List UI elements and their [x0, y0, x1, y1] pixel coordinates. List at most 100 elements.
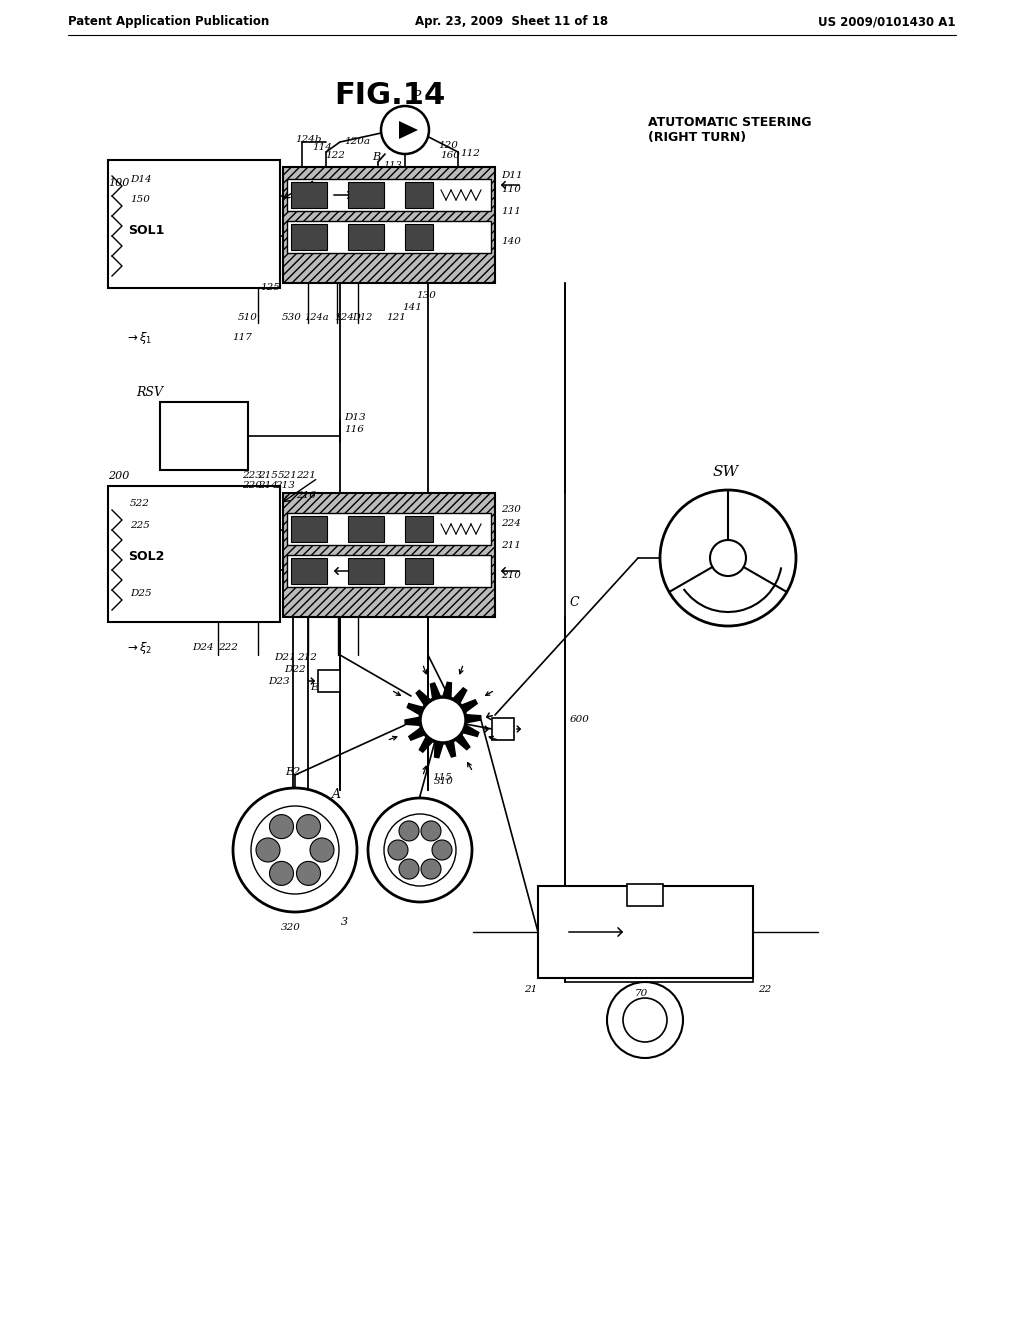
Text: D21: D21: [274, 653, 296, 663]
Text: 230: 230: [501, 504, 521, 513]
Text: D13: D13: [344, 413, 366, 422]
Circle shape: [421, 821, 441, 841]
Text: D14: D14: [130, 176, 152, 185]
Circle shape: [399, 821, 419, 841]
Text: Patent Application Publication: Patent Application Publication: [68, 16, 269, 29]
Bar: [283, 168, 495, 282]
Bar: [492, 718, 514, 741]
Text: 213: 213: [275, 482, 295, 491]
Text: D12: D12: [352, 314, 373, 322]
Text: 30: 30: [635, 1011, 648, 1020]
Text: SOL2: SOL2: [128, 550, 165, 564]
Text: 222: 222: [218, 644, 238, 652]
Text: 530: 530: [282, 314, 302, 322]
Circle shape: [399, 859, 419, 879]
Text: 130: 130: [416, 292, 436, 301]
Circle shape: [384, 814, 456, 886]
Text: 124a: 124a: [304, 314, 329, 322]
Bar: [160, 403, 248, 470]
Text: 215: 215: [258, 470, 278, 479]
Text: 110: 110: [501, 186, 521, 194]
Circle shape: [269, 862, 294, 886]
Bar: [283, 492, 495, 616]
Circle shape: [233, 788, 357, 912]
Text: 3: 3: [341, 917, 348, 927]
Text: 600: 600: [570, 715, 590, 725]
Text: 216: 216: [296, 491, 315, 499]
Text: 220: 220: [242, 482, 262, 491]
Circle shape: [256, 838, 280, 862]
Text: 100: 100: [108, 178, 129, 187]
Text: 22: 22: [758, 986, 771, 994]
Bar: [108, 160, 280, 288]
Bar: [406, 182, 433, 209]
Bar: [318, 671, 340, 692]
Bar: [406, 558, 433, 583]
Bar: [287, 180, 490, 211]
Bar: [538, 886, 753, 978]
Text: 125: 125: [260, 284, 280, 293]
Circle shape: [660, 490, 796, 626]
Text: B: B: [372, 152, 380, 162]
Text: 223: 223: [242, 470, 262, 479]
Circle shape: [421, 859, 441, 879]
Text: 225: 225: [130, 521, 150, 531]
Text: 120a: 120a: [344, 137, 370, 147]
Bar: [287, 220, 490, 253]
Bar: [348, 516, 384, 543]
Text: P: P: [411, 90, 421, 104]
Text: D24: D24: [193, 644, 214, 652]
Text: SW: SW: [713, 465, 739, 479]
Text: $\rightarrow\xi_2$: $\rightarrow\xi_2$: [125, 640, 153, 656]
Bar: [108, 486, 280, 622]
Bar: [627, 884, 663, 906]
Text: US 2009/0101430 A1: US 2009/0101430 A1: [818, 16, 956, 29]
Bar: [287, 554, 490, 587]
Text: C: C: [570, 595, 580, 609]
Text: E2: E2: [285, 767, 300, 777]
Bar: [291, 182, 327, 209]
Text: 122: 122: [325, 152, 345, 161]
Text: 310: 310: [434, 777, 454, 787]
Text: 120: 120: [438, 140, 458, 149]
Text: 124: 124: [334, 314, 354, 322]
Text: 112: 112: [460, 149, 480, 158]
Circle shape: [269, 814, 294, 838]
Text: 221: 221: [296, 470, 315, 479]
Bar: [291, 558, 327, 583]
Text: 70: 70: [635, 990, 648, 998]
Text: Apr. 23, 2009  Sheet 11 of 18: Apr. 23, 2009 Sheet 11 of 18: [416, 16, 608, 29]
Circle shape: [710, 540, 746, 576]
Bar: [291, 516, 327, 543]
Text: 114: 114: [312, 144, 332, 153]
Text: 124b: 124b: [295, 136, 322, 144]
Text: SOL1: SOL1: [128, 223, 165, 236]
Bar: [287, 513, 490, 545]
Text: $\rightarrow\xi_1$: $\rightarrow\xi_1$: [125, 330, 153, 346]
Text: D23: D23: [268, 677, 290, 686]
Text: 160: 160: [440, 152, 460, 161]
Bar: [348, 224, 384, 249]
Bar: [406, 516, 433, 543]
Text: 211: 211: [501, 540, 521, 549]
Text: 141: 141: [402, 302, 422, 312]
Text: 121: 121: [386, 314, 406, 322]
Bar: [406, 224, 433, 249]
Circle shape: [432, 840, 452, 861]
Circle shape: [368, 799, 472, 902]
Text: 111: 111: [501, 206, 521, 215]
Circle shape: [421, 698, 465, 742]
Text: ATUTOMATIC STEERING: ATUTOMATIC STEERING: [648, 116, 811, 128]
Text: 224: 224: [501, 520, 521, 528]
Bar: [348, 558, 384, 583]
Text: 4: 4: [734, 558, 742, 573]
Text: FIG.14: FIG.14: [335, 81, 445, 110]
Text: E1: E1: [310, 684, 325, 693]
Circle shape: [297, 862, 321, 886]
Text: D11: D11: [501, 170, 522, 180]
Text: 510: 510: [238, 314, 258, 322]
Polygon shape: [406, 682, 481, 758]
Text: 320: 320: [281, 924, 301, 932]
Text: RSV: RSV: [136, 385, 163, 399]
Text: 116: 116: [344, 425, 364, 434]
